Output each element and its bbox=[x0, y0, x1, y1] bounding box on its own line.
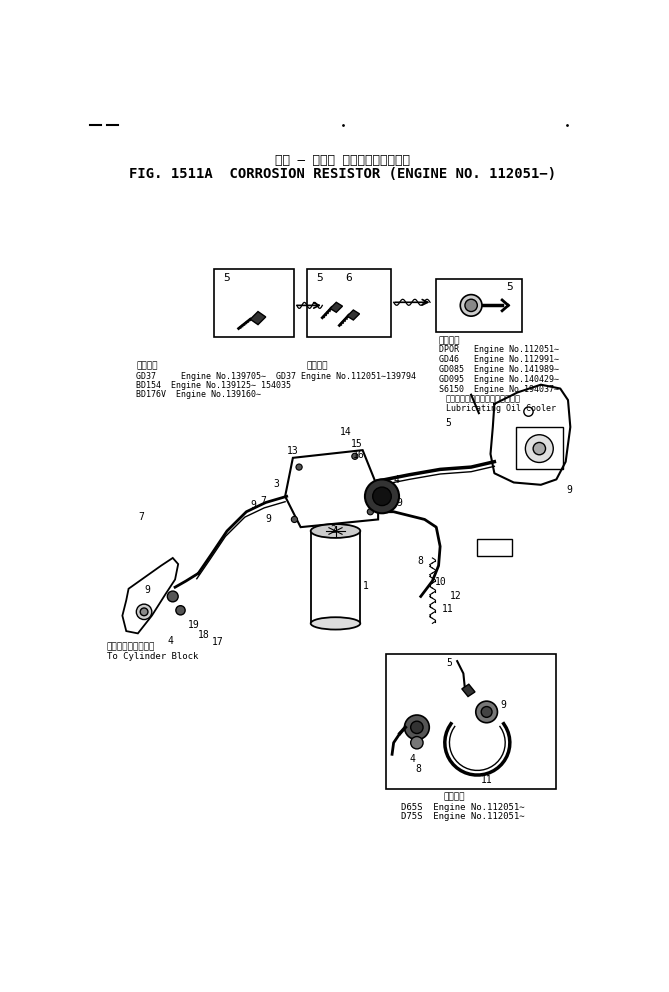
Circle shape bbox=[465, 300, 477, 311]
Text: 適用号機: 適用号機 bbox=[444, 793, 465, 802]
Polygon shape bbox=[250, 311, 266, 324]
Text: 4: 4 bbox=[409, 754, 415, 764]
Bar bbox=[477, 539, 512, 556]
Bar bbox=[307, 269, 391, 337]
Circle shape bbox=[524, 407, 533, 417]
Polygon shape bbox=[462, 684, 475, 696]
Text: GD46   Engine No.112991∼: GD46 Engine No.112991∼ bbox=[439, 355, 559, 364]
Ellipse shape bbox=[310, 524, 361, 538]
Bar bbox=[386, 654, 557, 789]
Text: 2: 2 bbox=[330, 525, 336, 535]
Circle shape bbox=[533, 442, 545, 454]
Text: D65S  Engine No.112051∼: D65S Engine No.112051∼ bbox=[401, 803, 525, 811]
Text: 9: 9 bbox=[567, 485, 572, 495]
Polygon shape bbox=[122, 558, 178, 634]
Text: 3: 3 bbox=[274, 479, 280, 489]
Text: 19: 19 bbox=[188, 620, 200, 630]
Circle shape bbox=[291, 517, 298, 523]
Bar bbox=[310, 531, 361, 623]
Text: 9: 9 bbox=[266, 514, 272, 524]
Text: 7: 7 bbox=[138, 512, 144, 522]
Text: 9: 9 bbox=[144, 585, 150, 595]
Text: 9: 9 bbox=[250, 500, 256, 510]
Text: Lubricating Oil Cooler: Lubricating Oil Cooler bbox=[446, 404, 555, 413]
Text: 適用号機: 適用号機 bbox=[307, 362, 328, 371]
Circle shape bbox=[405, 715, 429, 740]
Bar bbox=[516, 427, 563, 469]
Text: S6150  Engine No.194037∼: S6150 Engine No.194037∼ bbox=[439, 386, 559, 395]
Text: ルブリケーティングオイルクーラ: ルブリケーティングオイルクーラ bbox=[446, 395, 520, 404]
Ellipse shape bbox=[310, 617, 361, 630]
Text: 18: 18 bbox=[198, 630, 210, 640]
Text: BD154  Engine No.139125∼ 154035: BD154 Engine No.139125∼ 154035 bbox=[136, 381, 291, 390]
Polygon shape bbox=[330, 303, 343, 312]
Text: 14: 14 bbox=[339, 427, 351, 437]
Text: 5: 5 bbox=[446, 658, 452, 668]
Circle shape bbox=[367, 509, 373, 515]
Circle shape bbox=[365, 479, 399, 513]
Text: 9: 9 bbox=[500, 700, 506, 710]
Polygon shape bbox=[347, 310, 359, 320]
Text: 適用号機: 適用号機 bbox=[136, 362, 158, 371]
Text: 11: 11 bbox=[480, 775, 492, 785]
Text: DPOR   Engine No.112051∼: DPOR Engine No.112051∼ bbox=[439, 345, 559, 354]
Polygon shape bbox=[285, 450, 378, 527]
Circle shape bbox=[411, 721, 423, 733]
Text: 10: 10 bbox=[435, 577, 446, 587]
Text: 適用号機: 適用号機 bbox=[439, 336, 460, 345]
Text: 8: 8 bbox=[415, 764, 421, 775]
Text: 9: 9 bbox=[397, 498, 403, 508]
Text: 12: 12 bbox=[450, 591, 461, 601]
Text: To Cylinder Block: To Cylinder Block bbox=[107, 652, 198, 661]
Circle shape bbox=[136, 604, 152, 620]
Text: 4: 4 bbox=[167, 637, 173, 647]
Text: D75S  Engine No.112051∼: D75S Engine No.112051∼ bbox=[401, 812, 525, 821]
Text: コロ ― ジョン レジスタ　適用号機: コロ ― ジョン レジスタ 適用号機 bbox=[275, 154, 410, 167]
Text: 1: 1 bbox=[363, 581, 369, 591]
Text: GD095  Engine No.140429∼: GD095 Engine No.140429∼ bbox=[439, 375, 559, 385]
Text: 5: 5 bbox=[316, 273, 323, 283]
Text: 4: 4 bbox=[393, 475, 399, 485]
Circle shape bbox=[167, 591, 178, 602]
Circle shape bbox=[373, 487, 391, 506]
Text: BD176V  Engine No.139160∼: BD176V Engine No.139160∼ bbox=[136, 390, 262, 399]
Text: 17: 17 bbox=[211, 637, 223, 647]
Text: 6: 6 bbox=[346, 273, 353, 283]
Text: 5: 5 bbox=[506, 283, 512, 293]
Text: 13: 13 bbox=[287, 446, 298, 456]
Circle shape bbox=[481, 706, 492, 717]
Text: 16: 16 bbox=[353, 450, 365, 460]
Text: 5: 5 bbox=[446, 418, 452, 428]
Text: 11: 11 bbox=[442, 604, 454, 614]
Text: 7: 7 bbox=[260, 496, 266, 506]
Text: GD085  Engine No.141989∼: GD085 Engine No.141989∼ bbox=[439, 365, 559, 374]
Circle shape bbox=[525, 434, 553, 462]
Text: 8: 8 bbox=[417, 557, 423, 566]
Text: 5: 5 bbox=[223, 273, 230, 283]
Circle shape bbox=[352, 453, 358, 459]
Text: GD37     Engine No.139705∼  GD37 Engine No.112051∼139794: GD37 Engine No.139705∼ GD37 Engine No.11… bbox=[136, 372, 416, 381]
Bar bbox=[214, 269, 294, 337]
Bar bbox=[436, 279, 522, 331]
Circle shape bbox=[176, 606, 185, 615]
Circle shape bbox=[296, 464, 302, 470]
Circle shape bbox=[411, 737, 423, 749]
Text: シリンダブロックへ: シリンダブロックへ bbox=[107, 643, 155, 652]
Text: FIG. 1511A  CORROSION RESISTOR (ENGINE NO. 112051−): FIG. 1511A CORROSION RESISTOR (ENGINE NO… bbox=[129, 167, 556, 181]
Circle shape bbox=[140, 608, 148, 616]
Circle shape bbox=[476, 701, 498, 723]
Text: 15: 15 bbox=[351, 438, 363, 448]
Circle shape bbox=[460, 295, 482, 316]
